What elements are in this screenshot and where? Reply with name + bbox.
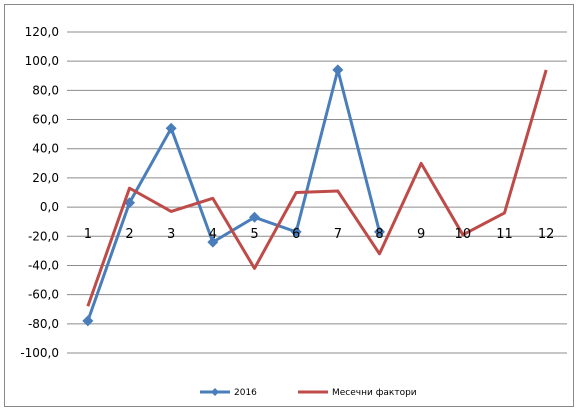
y-tick-label: 20,0 xyxy=(32,171,59,185)
legend: 2016 Месечни фактори xyxy=(200,388,417,398)
x-tick-label: 3 xyxy=(167,227,175,242)
x-tick-label: 6 xyxy=(292,227,300,242)
x-axis-tick-labels: 1 2 3 4 5 6 7 8 9 10 11 12 xyxy=(84,227,555,242)
y-tick-label: 100,0 xyxy=(25,54,59,68)
chart-frame: -100,0 -80,0 -60,0 -40,0 -20,0 0,0 20,0 40,0 60,… xyxy=(4,4,574,407)
legend-marker xyxy=(211,388,219,396)
series-line xyxy=(86,68,381,322)
legend-label: 2016 xyxy=(234,388,257,398)
series-2 xyxy=(86,69,548,307)
series-line xyxy=(86,69,548,307)
legend-item-1: 2016 xyxy=(200,388,257,398)
data-point-marker xyxy=(249,211,260,223)
y-tick-label: 120,0 xyxy=(25,25,59,39)
x-tick-label: 10 xyxy=(455,227,472,242)
x-tick-label: 11 xyxy=(496,227,513,242)
legend-item-2: Месечни фактори xyxy=(298,388,417,398)
x-tick-label: 1 xyxy=(84,227,92,242)
y-tick-label: -100,0 xyxy=(20,346,59,360)
data-point-marker xyxy=(290,226,302,238)
y-tick-label: 0,0 xyxy=(40,200,59,214)
x-tick-label: 12 xyxy=(538,227,555,242)
data-point-marker xyxy=(207,236,219,248)
y-tick-label: 80,0 xyxy=(32,83,59,97)
data-point-marker xyxy=(82,315,94,327)
y-tick-label: 60,0 xyxy=(32,113,59,127)
y-tick-label: -20,0 xyxy=(28,229,59,243)
series-lines xyxy=(82,64,548,327)
x-tick-label: 2 xyxy=(125,227,133,242)
data-point-marker xyxy=(374,226,385,238)
data-point-marker xyxy=(332,64,344,76)
y-axis-tick-labels: -100,0 -80,0 -60,0 -40,0 -20,0 0,0 20,0 40,0 60,… xyxy=(20,25,59,360)
y-tick-label: -60,0 xyxy=(28,288,59,302)
data-point-marker xyxy=(165,122,177,134)
legend-label: Месечни фактори xyxy=(332,388,417,398)
x-tick-label: 8 xyxy=(375,227,383,242)
y-tick-label: -40,0 xyxy=(28,258,59,272)
x-tick-label: 5 xyxy=(250,227,258,242)
y-tick-label: 40,0 xyxy=(32,142,59,156)
gridlines xyxy=(67,31,567,354)
x-tick-label: 4 xyxy=(209,227,217,242)
x-tick-label: 9 xyxy=(417,227,425,242)
line-chart: -100,0 -80,0 -60,0 -40,0 -20,0 0,0 20,0 40,0 60,… xyxy=(20,25,567,398)
x-tick-label: 7 xyxy=(334,227,342,242)
y-tick-label: -80,0 xyxy=(28,317,59,331)
